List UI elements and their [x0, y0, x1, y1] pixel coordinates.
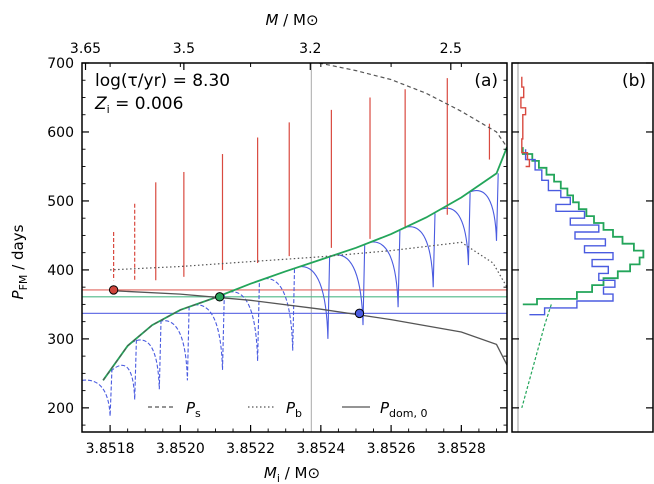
x-tick-label-2: 3.8522	[226, 441, 275, 457]
legend-label-1: Pb	[286, 399, 302, 420]
pdom-curve	[110, 289, 507, 366]
blue-dip-8	[334, 245, 366, 326]
x-tick-label-0: 3.8518	[86, 441, 135, 457]
y-tick-label-1: 300	[47, 332, 74, 348]
ps-curve-green	[102, 146, 507, 381]
y-tick-label-2: 400	[47, 263, 74, 279]
upper-dashed-curve	[318, 63, 507, 148]
legend-label-2: Pdom, 0	[380, 399, 427, 420]
blue-dip-0	[82, 370, 113, 417]
panel-a-content	[82, 63, 507, 432]
blue-dip-12	[468, 173, 499, 241]
histogram-lower-dashed	[521, 304, 552, 409]
blue-dip-10	[404, 213, 436, 288]
y-axis-label: PFM / days	[9, 224, 30, 299]
y-tick-label-4: 600	[47, 125, 74, 141]
x-tick-label-5: 3.8528	[437, 441, 486, 457]
y-tick-label-0: 200	[47, 401, 74, 417]
ps-curve-dashed	[102, 297, 216, 381]
pb-curve	[110, 241, 507, 288]
panel-a-label: (a)	[474, 71, 498, 91]
x-tick-label-4: 3.8526	[367, 441, 416, 457]
top-x-tick-label-2: 3.2	[299, 41, 321, 57]
annotation-metallicity: Zi = 0.006	[94, 94, 183, 116]
legend: Ps Pb Pdom, 0	[148, 399, 427, 420]
histogram-series-2	[520, 76, 531, 168]
x-tick-label-1: 3.8520	[156, 441, 205, 457]
top-x-axis-label: M / M⊙	[265, 11, 318, 29]
blue-dip-6	[264, 268, 296, 351]
panel-a: 3.8518 3.8520 3.8522 3.8524 3.8526 3.8528 3.65…	[47, 41, 508, 457]
panel-b	[511, 62, 654, 433]
histogram-series-1	[524, 149, 616, 316]
panel-b-frame	[511, 62, 654, 433]
top-x-tick-label-3: 2.5	[440, 41, 462, 57]
blue-dip-7	[299, 257, 331, 339]
y-tick-label-5: 700	[47, 56, 74, 72]
blue-dip-9	[369, 230, 401, 308]
blue-dip-5	[229, 281, 260, 362]
panel-b-label: (b)	[622, 71, 646, 91]
top-x-tick-label-0: 3.65	[70, 41, 101, 57]
blue-dip-4	[194, 294, 225, 370]
blue-dip-2	[130, 321, 162, 390]
x-tick-label-3: 3.8524	[296, 441, 345, 457]
legend-label-0: Ps	[186, 399, 201, 420]
top-x-tick-label-1: 3.5	[173, 41, 195, 57]
marker-2	[354, 308, 365, 319]
marker-1	[214, 292, 225, 302]
y-tick-label-3: 500	[47, 194, 74, 210]
blue-dip-11	[440, 192, 471, 266]
blue-dip-1	[106, 339, 137, 400]
axis-labels: Mi / M⊙ M / M⊙ PFM / days log(τ/yr) = 8.…	[9, 11, 646, 484]
annotation-age: log(τ/yr) = 8.30	[95, 71, 230, 91]
marker-0	[108, 285, 119, 295]
x-axis-label: Mi / M⊙	[264, 464, 320, 484]
panel-a-frame	[81, 62, 508, 433]
